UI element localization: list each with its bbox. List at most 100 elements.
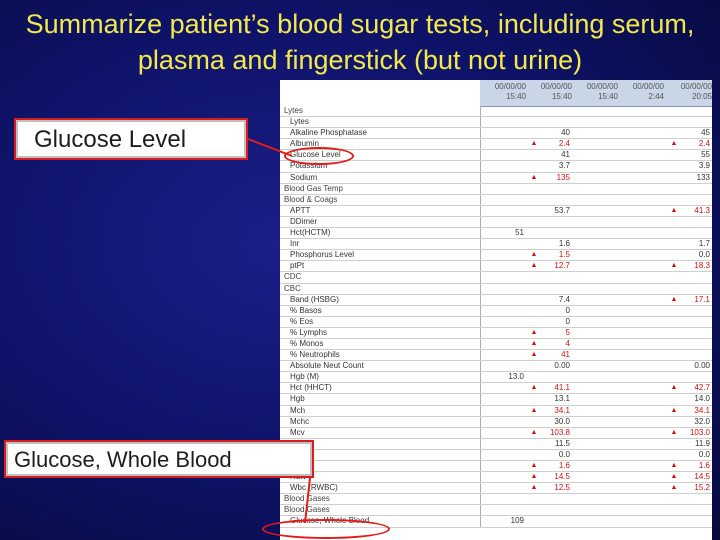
- table-row[interactable]: Sodium ▲ 135 133: [280, 172, 712, 184]
- result-value[interactable]: 18.3: [694, 261, 710, 271]
- result-value[interactable]: 14.0: [694, 394, 710, 404]
- table-section-row[interactable]: CDC: [280, 272, 712, 284]
- result-value[interactable]: 41: [561, 150, 570, 160]
- table-row[interactable]: Albumin ▲ 2.4 ▲ 2.4: [280, 139, 712, 151]
- column-divider: [480, 394, 481, 405]
- table-row[interactable]: % Basos 0: [280, 305, 712, 317]
- result-value[interactable]: 0: [565, 305, 570, 315]
- abnormal-flag-icon: ▲: [530, 462, 538, 469]
- table-row[interactable]: Mch ▲ 34.1 ▲ 34.1: [280, 405, 712, 417]
- result-value[interactable]: 55: [701, 150, 710, 160]
- column-divider: [480, 494, 481, 505]
- row-label: ptPt: [290, 261, 305, 271]
- column-header[interactable]: 00/00/00 15:40: [526, 82, 572, 102]
- result-value[interactable]: 32.0: [694, 416, 710, 426]
- table-row[interactable]: ptPt ▲ 12.7 ▲ 18.3: [280, 261, 712, 273]
- result-value[interactable]: 4: [565, 338, 570, 348]
- row-label: Sodium: [290, 172, 318, 182]
- result-value[interactable]: 51: [515, 228, 524, 238]
- table-section-row[interactable]: Blood Gas Temp: [280, 183, 712, 195]
- column-divider: [480, 239, 481, 250]
- table-row[interactable]: % Eos 0: [280, 316, 712, 328]
- result-value[interactable]: 5: [565, 327, 570, 337]
- column-header-date: 00/00/00: [680, 82, 712, 91]
- column-header[interactable]: 00/00/00 2:44: [618, 82, 664, 102]
- table-row[interactable]: Mchc 30.0 32.0: [280, 416, 712, 428]
- result-value[interactable]: 42.7: [694, 383, 710, 393]
- result-value[interactable]: 3.9: [698, 161, 710, 171]
- table-row[interactable]: Wbc (RWBC) ▲ 12.5 ▲ 15.2: [280, 483, 712, 495]
- result-value[interactable]: 41.3: [694, 205, 710, 215]
- table-row[interactable]: % Monos ▲ 4: [280, 338, 712, 351]
- table-row[interactable]: Hct(HCTM) 51: [280, 228, 712, 240]
- result-value[interactable]: 103.8: [549, 427, 570, 437]
- result-value[interactable]: 1.6: [698, 461, 710, 470]
- result-value[interactable]: 11.9: [695, 438, 710, 448]
- result-value[interactable]: 45: [701, 128, 710, 138]
- result-value[interactable]: 13.1: [554, 394, 570, 404]
- row-label: Blood Gas Temp: [284, 183, 343, 193]
- result-value[interactable]: 0.00: [554, 361, 570, 371]
- table-section-row[interactable]: CBC: [280, 283, 712, 295]
- result-value[interactable]: 1.7: [698, 239, 710, 249]
- result-value[interactable]: 2.4: [698, 139, 710, 149]
- table-section-row[interactable]: Lytes: [280, 106, 712, 118]
- table-row[interactable]: Band (HSBG) 7.4 ▲ 17.1: [280, 294, 712, 306]
- column-divider: [480, 117, 481, 128]
- result-value[interactable]: 0.0: [698, 449, 710, 459]
- result-value[interactable]: 34.1: [554, 405, 570, 415]
- table-row[interactable]: Mcv ▲ 103.8 ▲ 103.0: [280, 427, 712, 439]
- row-label: % Monos: [290, 338, 324, 348]
- table-row[interactable]: Hgb 13.1 14.0: [280, 394, 712, 406]
- result-value[interactable]: 14.5: [694, 472, 710, 482]
- result-value[interactable]: 41.1: [554, 383, 570, 393]
- result-value[interactable]: 133: [696, 172, 710, 182]
- table-row[interactable]: Hgb (M) 13.0: [280, 372, 712, 384]
- table-row[interactable]: Alkaline Phosphatase 40 45: [280, 128, 712, 140]
- result-value[interactable]: 15.2: [694, 483, 710, 493]
- result-value[interactable]: 0.00: [694, 361, 710, 371]
- result-value[interactable]: 12.7: [554, 261, 570, 271]
- column-header[interactable]: 00/00/00 15:40: [572, 82, 618, 102]
- table-row[interactable]: DDimer: [280, 216, 712, 229]
- table-row[interactable]: APTT 53.7 ▲ 41.3: [280, 205, 712, 217]
- result-value[interactable]: 2.4: [558, 139, 570, 149]
- table-row[interactable]: Phosphorus Level ▲ 1.5 0.0: [280, 250, 712, 262]
- column-header[interactable]: 00/00/00 20:05: [666, 82, 712, 102]
- result-value[interactable]: 34.1: [694, 405, 710, 415]
- table-row[interactable]: Hct (HHCT) ▲ 41.1 ▲ 42.7: [280, 383, 712, 395]
- result-value[interactable]: 0: [565, 316, 570, 326]
- result-value[interactable]: 7.4: [558, 294, 570, 304]
- result-value[interactable]: 17.1: [694, 294, 710, 304]
- result-value[interactable]: 0.0: [558, 449, 570, 459]
- result-value[interactable]: 3.7: [558, 161, 570, 171]
- result-value[interactable]: 12.5: [554, 483, 570, 493]
- table-row[interactable]: Potassium 3.7 3.9: [280, 161, 712, 173]
- result-value[interactable]: 1.6: [558, 239, 570, 249]
- result-value[interactable]: 135: [556, 172, 570, 182]
- result-value[interactable]: 11.5: [555, 438, 570, 448]
- abnormal-flag-icon: ▲: [670, 428, 678, 436]
- result-value[interactable]: 109: [510, 516, 524, 526]
- row-label: Hgb: [290, 394, 305, 404]
- result-value[interactable]: 40: [561, 128, 570, 138]
- table-row[interactable]: % Neutrophils ▲ 41: [280, 350, 712, 362]
- column-divider: [480, 327, 481, 338]
- result-value[interactable]: 1.5: [558, 250, 570, 260]
- table-section-row[interactable]: Blood & Coags: [280, 194, 712, 206]
- table-row[interactable]: Inr 1.6 1.7: [280, 239, 712, 251]
- result-value[interactable]: 14.5: [554, 472, 570, 482]
- result-value[interactable]: 13.0: [508, 372, 524, 382]
- result-value[interactable]: 53.7: [554, 205, 570, 215]
- row-label: Mcv: [290, 427, 305, 437]
- result-value[interactable]: 41: [561, 350, 570, 360]
- result-value[interactable]: 30.0: [554, 416, 570, 426]
- result-value[interactable]: 1.6: [558, 461, 570, 470]
- column-header[interactable]: 00/00/00 15:40: [480, 82, 526, 102]
- abnormal-flag-icon: ▲: [670, 484, 678, 492]
- table-row[interactable]: Lytes: [280, 117, 712, 129]
- result-value[interactable]: 0.0: [698, 250, 710, 260]
- table-row[interactable]: Absolute Neut Count 0.00 0.00: [280, 361, 712, 373]
- table-row[interactable]: % Lymphs ▲ 5: [280, 327, 712, 339]
- result-value[interactable]: 103.0: [689, 427, 710, 437]
